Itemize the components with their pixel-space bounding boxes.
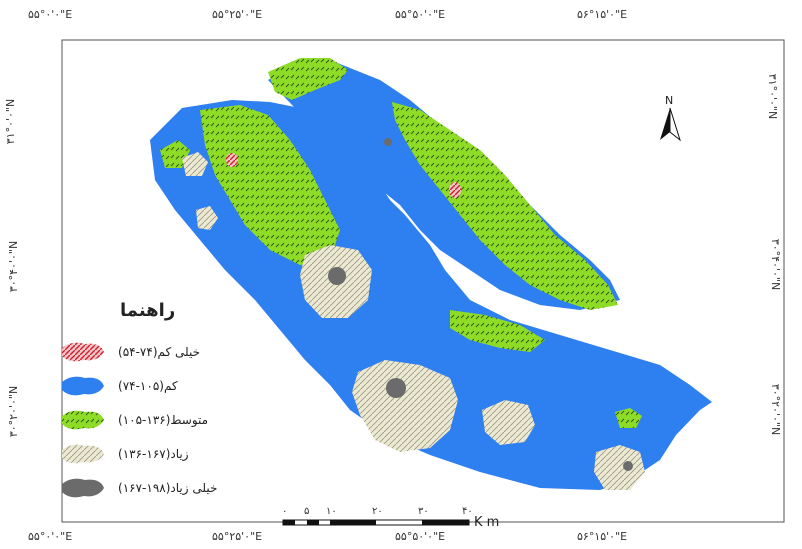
latitude-label-left-3: ۳۰°۲۰'۰"N: [7, 385, 21, 438]
region-very-high-3: [623, 461, 633, 471]
longitude-label-bottom-4: ۵۶°۱۵'۰"E: [577, 530, 628, 543]
region-high-4: [594, 445, 645, 490]
region-very-high-2: [386, 378, 406, 398]
region-very-low-2: [449, 182, 461, 198]
region-medium-4: [450, 310, 545, 352]
legend-label-medium: متوسط(۱۳۶-۱۰۵): [118, 413, 209, 427]
region-medium-3: [392, 102, 618, 310]
region-medium-5: [615, 408, 642, 428]
latitude-label-right-3: ۳۰°۲۰'۰"N: [769, 383, 783, 436]
longitude-label-bottom-2: ۵۵°۲۵'۰"E: [212, 530, 263, 543]
region-medium-6: [160, 140, 190, 168]
scale-tick-40: ۴۰: [462, 506, 473, 517]
scale-tick-5: ۵: [304, 506, 310, 517]
region-high-2: [352, 360, 458, 452]
north-arrow-icon: [660, 107, 681, 142]
legend-swatch-very-high: [62, 478, 104, 498]
latitude-label-right-1: ۳۱°۰'۰"N: [766, 73, 780, 120]
region-high-6: [196, 206, 218, 230]
latitude-label-left-2: ۳۰°۴۰'۰"N: [7, 240, 21, 293]
legend-swatch-low: [62, 376, 104, 396]
longitude-label-top-4: ۵۶°۱۵'۰"E: [577, 8, 628, 21]
region-medium-1: [200, 105, 340, 265]
legend-label-very-high: خیلی زیاد(۱۹۸-۱۶۷): [118, 481, 218, 495]
region-high-3: [482, 400, 535, 445]
scale-tick-10: ۱۰: [326, 506, 337, 517]
longitude-label-top-2: ۵۵°۲۵'۰"E: [212, 8, 263, 21]
scale-tick-0: ۰: [282, 506, 288, 517]
legend-swatch-very-low: [62, 342, 104, 362]
scale-bar: [282, 519, 470, 526]
longitude-label-top-1: ۵۵°۰'۰"E: [28, 8, 73, 21]
legend-label-very-low: خیلی کم(۷۴-۵۴): [118, 345, 201, 359]
scale-tick-30: ۳۰: [418, 506, 429, 517]
legend-swatches: [62, 342, 104, 498]
scale-tick-20: ۲۰: [372, 506, 383, 517]
region-very-high-4: [384, 138, 392, 146]
legend-label-low: کم(۱۰۵-۷۴): [118, 379, 178, 393]
latitude-label-left-1: ۳۱°۰'۰"N: [4, 98, 18, 145]
legend-swatch-medium: [62, 410, 104, 430]
longitude-label-bottom-1: ۵۵°۰'۰"E: [28, 530, 73, 543]
legend-label-high: زیاد(۱۶۷-۱۳۶): [118, 447, 189, 461]
north-label: N: [665, 94, 674, 107]
region-very-high-1: [328, 267, 346, 285]
scale-unit: K m: [474, 515, 500, 530]
legend-swatch-high: [62, 444, 104, 464]
region-very-low-1: [226, 153, 238, 167]
region-medium-2: [268, 58, 348, 100]
longitude-label-bottom-3: ۵۵°۵۰'۰"E: [395, 530, 446, 543]
legend-title: راهنما: [120, 300, 176, 321]
region-high-5: [182, 152, 208, 176]
longitude-label-top-3: ۵۵°۵۰'۰"E: [395, 8, 446, 21]
latitude-label-right-2: ۳۰°۴۰'۰"N: [769, 238, 783, 291]
